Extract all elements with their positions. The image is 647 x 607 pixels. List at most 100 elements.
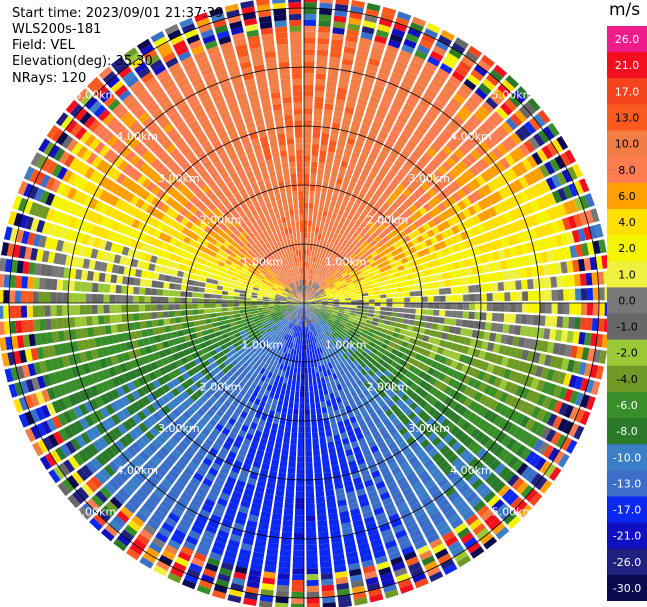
ppi-gate <box>509 150 521 163</box>
ppi-gate <box>352 114 363 123</box>
ppi-gate <box>420 355 428 364</box>
ppi-gate <box>314 307 321 311</box>
ppi-gate <box>488 374 497 386</box>
ppi-gate <box>567 215 577 229</box>
ppi-gate <box>321 382 327 390</box>
ppi-gate <box>322 275 328 281</box>
ppi-gate <box>426 505 439 517</box>
ppi-gate <box>455 500 468 512</box>
ppi-gate <box>468 388 478 399</box>
ppi-gate <box>292 355 296 362</box>
ppi-gate <box>239 306 246 310</box>
ppi-gate <box>305 420 311 427</box>
ppi-gate <box>251 297 257 301</box>
ppi-gate <box>402 486 414 497</box>
ppi-gate <box>321 306 328 309</box>
ppi-gate <box>349 252 357 260</box>
ppi-gate <box>532 278 540 289</box>
ppi-gate <box>309 301 316 303</box>
ppi-gate <box>307 314 311 320</box>
ppi-gate <box>459 449 471 460</box>
ppi-gate <box>433 259 441 267</box>
ppi-gate <box>310 402 316 409</box>
ppi-gate <box>347 496 358 505</box>
ppi-gate <box>406 325 414 331</box>
ppi-gate <box>405 98 418 108</box>
ppi-gate <box>442 107 455 119</box>
ppi-gate <box>26 291 33 303</box>
ppi-gate <box>491 229 500 240</box>
ppi-gate <box>307 226 312 233</box>
ppi-gate <box>371 180 380 189</box>
ppi-gate <box>413 367 422 376</box>
ppi-gate <box>444 172 455 183</box>
ppi-gate <box>97 315 105 325</box>
ppi-gate <box>568 199 579 213</box>
ppi-gate <box>501 121 514 134</box>
ppi-gate <box>455 461 467 473</box>
ppi-gate <box>367 406 375 415</box>
ppi-gate <box>229 283 236 289</box>
ppi-gate <box>405 33 420 44</box>
ppi-gate <box>486 312 493 321</box>
ppi-gate <box>312 372 316 380</box>
ppi-gate <box>469 114 482 127</box>
ppi-gate <box>326 80 337 88</box>
ppi-gate <box>239 303 246 307</box>
ppi-gate <box>498 292 505 302</box>
ppi-gate <box>306 314 309 321</box>
ppi-gate <box>439 339 447 348</box>
ppi-gate <box>483 331 491 341</box>
ppi-gate <box>486 363 495 374</box>
ppi-gate <box>497 366 506 378</box>
ppi-gate <box>349 377 356 385</box>
ppi-gate <box>309 319 313 326</box>
ppi-gate <box>451 295 458 302</box>
ppi-gate <box>305 473 314 480</box>
ppi-gate <box>433 309 440 316</box>
ppi-gate <box>563 303 570 315</box>
ppi-gate <box>525 403 536 416</box>
ppi-gate <box>463 101 476 113</box>
ppi-gate <box>566 166 578 181</box>
ppi-gate <box>439 295 446 302</box>
ppi-gate <box>518 429 529 443</box>
ppi-gate <box>454 522 467 535</box>
ppi-gate <box>348 181 356 190</box>
ppi-gate <box>508 370 518 382</box>
ppi-gate <box>408 260 416 268</box>
ppi-gate <box>32 305 39 318</box>
ppi-gate <box>313 108 323 116</box>
ppi-gate <box>314 396 320 403</box>
ppi-gate <box>589 256 598 271</box>
ppi-gate <box>330 398 337 406</box>
ppi-gate <box>307 261 311 268</box>
ppi-gate <box>310 288 315 294</box>
ppi-gate <box>595 255 603 270</box>
ppi-gate <box>315 79 326 86</box>
ppi-gate <box>268 536 280 544</box>
ppi-gate <box>306 308 310 314</box>
ppi-gate <box>357 418 366 427</box>
ppi-gate <box>496 226 506 238</box>
ppi-gate <box>598 287 605 301</box>
ppi-gate <box>424 61 438 72</box>
ppi-gate <box>337 451 346 459</box>
ppi-gate <box>349 289 356 293</box>
ppi-gate <box>392 293 399 298</box>
ppi-gate <box>319 555 332 563</box>
ppi-gate <box>327 272 333 278</box>
ppi-gate <box>420 496 433 507</box>
ppi-gate <box>491 428 502 440</box>
ppi-gate <box>308 313 312 320</box>
ppi-gate <box>422 93 434 104</box>
ppi-gate <box>218 325 226 331</box>
ppi-gate <box>193 320 201 327</box>
ppi-gate <box>443 563 458 575</box>
ppi-gate <box>316 496 325 504</box>
ppi-gate <box>324 483 334 491</box>
ppi-gate <box>450 342 458 351</box>
ppi-gate <box>366 212 374 220</box>
ppi-gate <box>461 345 470 355</box>
ppi-gate <box>338 277 345 282</box>
